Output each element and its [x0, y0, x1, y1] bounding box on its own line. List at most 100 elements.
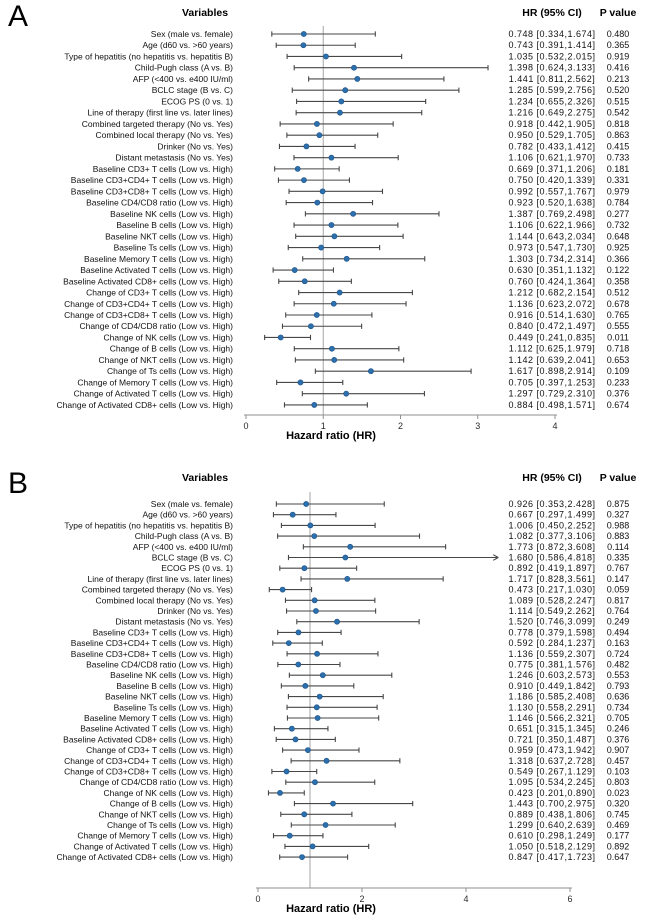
hr-ci-value: 0.889 [0.438,1.806] [508, 809, 595, 819]
p-value: 0.678 [607, 299, 630, 309]
p-value: 0.767 [607, 563, 630, 573]
hr-ci-value: 1.617 [0.898,2.914] [508, 366, 595, 376]
row-label: Change of CD3+CD8+ T cells (Low vs. High… [64, 310, 233, 320]
hr-ci-value: 0.923 [0.520,1.638] [508, 198, 595, 208]
column-header-hr-ci: HR (95% CI) [522, 7, 582, 19]
hr-dot [331, 233, 338, 240]
x-tick-label: 2 [398, 421, 403, 431]
hr-ci-value: 1.114 [0.549,2.262] [509, 606, 595, 616]
hr-ci-value: 1.146 [0.566,2.321] [508, 713, 595, 723]
panel-letter-a: A [8, 0, 29, 33]
row-label: Baseline B cells (Low vs. High) [116, 681, 233, 691]
hr-dot [354, 76, 361, 82]
x-axis-label: Hazard ratio (HR) [286, 903, 376, 915]
p-value: 0.718 [607, 344, 630, 354]
hr-dot [279, 586, 286, 593]
row-label: Change of B cells (Low vs. High) [110, 799, 233, 809]
forest-row: Change of CD4/CD8 ratio (Low vs. High) 0.… [79, 321, 629, 331]
p-value: 0.213 [607, 74, 630, 84]
row-label: Baseline NKT cells (Low vs. High) [105, 231, 233, 241]
row-label: Baseline NKT cells (Low vs. High) [105, 692, 233, 702]
p-value: 0.542 [607, 108, 630, 118]
p-value: 0.724 [607, 649, 630, 659]
row-label: Baseline B cells (Low vs. High) [116, 220, 233, 230]
row-label: Baseline CD4/CD8 ratio (Low vs. High) [86, 660, 233, 670]
forest-row: Baseline CD3+ T cells (Low vs. High) 0.66… [93, 164, 630, 174]
p-value: 0.335 [607, 553, 630, 563]
hr-ci-value: 1.050 [0.518,2.129] [508, 841, 595, 851]
forest-row: Change of Ts cells (Low vs. High) 1.299 [… [107, 820, 629, 830]
row-label: Baseline CD3+CD8+ T cells (Low vs. High) [71, 186, 233, 196]
row-label: Sex (male vs. female) [151, 499, 233, 509]
hr-dot [337, 109, 343, 116]
forest-row: Change of Activated CD8+ cells (Low vs. … [57, 400, 630, 410]
forest-row: Type of hepatitis (no hepatitis vs. hepa… [64, 520, 629, 530]
hr-dot [313, 704, 320, 711]
hr-ci-value: 0.782 [0.433,1.412] [508, 141, 595, 151]
forest-row: Baseline Memory T cells (Low vs. High) 1.… [84, 254, 629, 264]
p-value: 0.109 [607, 366, 630, 376]
hr-dot [288, 725, 295, 732]
p-value: 0.331 [607, 175, 630, 185]
p-value: 0.734 [607, 702, 630, 712]
p-value: 0.482 [607, 660, 630, 670]
forest-row: Baseline CD3+CD8+ T cells (Low vs. High)… [71, 649, 629, 659]
hr-dot [300, 31, 307, 37]
p-value: 0.765 [607, 310, 630, 320]
hr-ci-value: 0.847 [0.417,1.723] [508, 852, 595, 862]
forest-row: Baseline Activated CD8+ cells (Low vs. H… [63, 276, 629, 286]
column-header-pvalue: P value [599, 7, 637, 19]
row-label: Change of B cells (Low vs. High) [110, 344, 233, 354]
hr-ci-value: 1.035 [0.532,2.015] [508, 51, 595, 61]
hr-ci-value: 1.680 [0.586,4.818] [508, 553, 595, 563]
row-label: Change of NKT cells (Low vs. High) [99, 355, 234, 365]
row-label: Age (d60 vs. >60 years) [143, 510, 234, 520]
forest-row: ECOG PS (0 vs. 1) 0.892 [0.419,1.897] 0.76… [161, 563, 629, 573]
forest-row: Baseline Memory T cells (Low vs. High) 1.… [84, 713, 629, 723]
hr-dot [289, 511, 296, 518]
p-value: 0.366 [607, 254, 630, 264]
hr-dot [328, 222, 335, 228]
row-label: Baseline Memory T cells (Low vs. High) [84, 713, 233, 723]
forest-row: Baseline NK cells (Low vs. High) 1.387 [0… [110, 209, 629, 219]
row-label: Drinker (No vs. Yes) [157, 141, 233, 151]
hr-ci-value: 1.106 [0.621,1.970] [508, 153, 595, 163]
p-value: 0.988 [607, 520, 630, 530]
hr-ci-value: 0.916 [0.514,1.630] [508, 310, 595, 320]
p-value: 0.648 [607, 231, 630, 241]
row-label: Child-Pugh class (A vs. B) [135, 531, 233, 541]
hr-dot [342, 554, 349, 561]
hr-ci-value: 0.750 [0.420,1.339] [508, 175, 595, 185]
x-tick-label: 6 [567, 894, 572, 904]
row-label: Drinker (No vs. Yes) [157, 606, 233, 616]
row-label: Change of Activated CD8+ cells (Low vs. … [57, 400, 234, 410]
hr-dot [304, 747, 311, 753]
forest-row: Change of CD3+ T cells (Low vs. High) 1.2… [86, 288, 629, 298]
hr-dot [295, 661, 302, 668]
x-tick-label: 4 [463, 894, 468, 904]
hr-dot [311, 597, 318, 604]
hr-dot [350, 210, 357, 217]
row-label: ECOG PS (0 vs. 1) [161, 96, 233, 106]
p-value: 0.647 [607, 852, 630, 862]
forest-row: Baseline CD3+CD8+ T cells (Low vs. High)… [71, 186, 629, 196]
row-label: Change of Memory T cells (Low vs. High) [77, 377, 233, 387]
ci-arrow-high [492, 554, 499, 561]
hr-dot [329, 345, 335, 352]
forest-row: Baseline Activated T cells (Low vs. High… [80, 724, 629, 734]
hr-ci-value: 0.721 [0.350,1.487] [508, 734, 595, 744]
forest-row: Change of NKT cells (Low vs. High) 0.889 … [99, 809, 630, 819]
hr-dot [331, 357, 338, 363]
p-value: 0.817 [607, 595, 630, 605]
row-label: Change of CD4/CD8 ratio (Low vs. High) [79, 777, 233, 787]
hr-ci-value: 1.089 [0.528,2.247] [508, 595, 595, 605]
forest-row: Baseline CD4/CD8 ratio (Low vs. High) 0.7… [86, 660, 629, 670]
x-tick-label: 2 [359, 894, 364, 904]
forest-row: Type of hepatitis (no hepatitis vs. hepa… [64, 51, 629, 61]
hr-dot [297, 379, 304, 386]
column-header-variables: Variables [181, 7, 229, 19]
hr-ci-value: 0.667 [0.297,1.499] [508, 510, 595, 520]
p-value: 0.416 [607, 63, 630, 73]
hr-dot [311, 402, 318, 408]
